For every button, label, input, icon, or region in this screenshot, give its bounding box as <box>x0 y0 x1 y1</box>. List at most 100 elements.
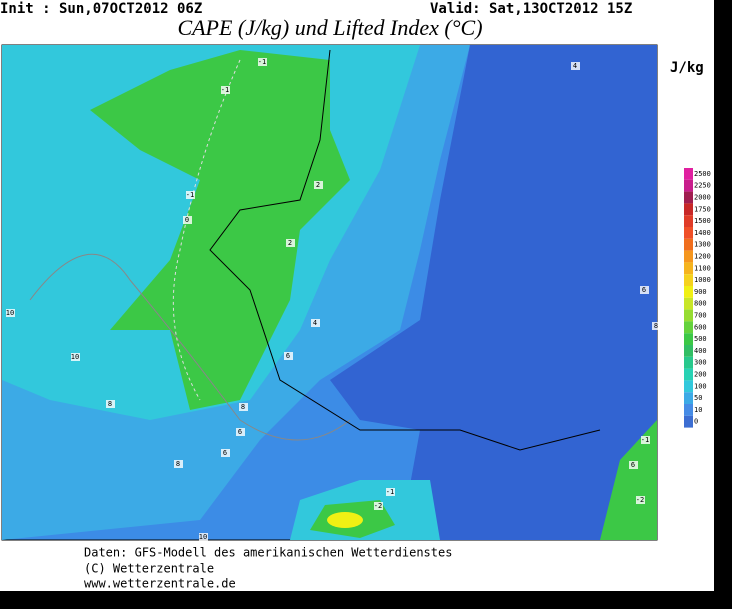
contour-label: 2 <box>288 239 292 247</box>
colorbar-swatch <box>684 262 693 275</box>
colorbar-label: 2250 <box>694 182 711 190</box>
contour-dashed <box>172 59 241 401</box>
colorbar-label: 1400 <box>694 229 711 237</box>
yellow-blob <box>327 512 363 528</box>
colorbar-swatch <box>684 309 693 322</box>
bottom-border <box>0 591 714 609</box>
contour-label: 6 <box>286 352 290 360</box>
colorbar-label: 200 <box>694 371 707 379</box>
colorbar-swatch <box>684 215 693 227</box>
contour-label-box <box>636 496 645 504</box>
contour-label: -2 <box>636 496 644 504</box>
colorbar-label: 1000 <box>694 276 711 284</box>
colorbar-swatch <box>684 356 693 369</box>
contour-label-box <box>183 216 192 224</box>
contour-label: 4 <box>573 62 577 70</box>
colorbar-swatch <box>684 168 693 180</box>
colorbar-label: 0 <box>694 418 698 426</box>
contour-label: 8 <box>108 400 112 408</box>
contour-label-box <box>640 286 649 294</box>
footer-source: Daten: GFS-Modell des amerikanischen Wet… <box>84 546 452 560</box>
contour-label-box <box>174 460 183 468</box>
colorbar-swatch <box>684 203 693 216</box>
colorbar-swatch <box>684 333 693 345</box>
contour-label: 6 <box>238 428 242 436</box>
contour-label-box <box>199 533 208 541</box>
colorbar-label: 1750 <box>694 205 711 213</box>
colorbar-swatch <box>684 404 693 416</box>
coastline <box>209 49 601 451</box>
colorbar-swatch <box>684 250 693 263</box>
colorbar-swatch <box>684 238 693 251</box>
colorbar-swatch <box>684 380 693 393</box>
contour-label: -1 <box>641 436 649 444</box>
colorbar-label: 50 <box>694 394 702 402</box>
colorbar-swatch <box>684 321 693 334</box>
colorbar-swatch <box>684 274 693 286</box>
colorbar-label: 300 <box>694 359 707 367</box>
dark-blue-region <box>330 45 657 540</box>
contour-label: 10 <box>199 533 207 541</box>
colorbar-label: 2500 <box>694 170 711 178</box>
colorbar-swatch <box>684 191 693 204</box>
colorbar-swatch <box>684 345 693 357</box>
contour <box>29 253 351 441</box>
contour-label-box <box>236 428 245 436</box>
map <box>1 44 658 541</box>
contour-label: 4 <box>313 319 317 327</box>
contour-label-box <box>652 322 661 330</box>
contour-label-box <box>284 352 293 360</box>
contour-label: -1 <box>221 86 229 94</box>
colorbar-label: 100 <box>694 382 707 390</box>
contour-label: 8 <box>176 460 180 468</box>
colorbar-swatch <box>684 415 693 428</box>
contour-label-box <box>106 400 115 408</box>
colorbar-label: 1500 <box>694 217 711 225</box>
green-east <box>600 420 657 540</box>
contour-label-box <box>186 191 195 199</box>
colorbar-label: 700 <box>694 312 707 320</box>
contour-label-box <box>311 319 320 327</box>
contour-label: 10 <box>71 353 79 361</box>
contour-label: -2 <box>374 502 382 510</box>
colorbar-label: 500 <box>694 335 707 343</box>
colorbar-label: 900 <box>694 288 707 296</box>
contour-label-box <box>314 181 323 189</box>
contour-label: 6 <box>631 461 635 469</box>
contour-label-box <box>71 353 80 361</box>
contour-label-box <box>221 449 230 457</box>
contour-label-box <box>629 461 638 469</box>
colorbar-unit: J/kg <box>670 60 704 76</box>
contour-label-box <box>286 239 295 247</box>
colorbar-label: 1100 <box>694 264 711 272</box>
colorbar-label: 800 <box>694 300 707 308</box>
map-title: CAPE (J/kg) und Lifted Index (°C) <box>177 15 482 40</box>
colorbar-label: 1200 <box>694 253 711 261</box>
colorbar-label: 10 <box>694 406 702 414</box>
init-text: Init : Sun,07OCT2012 06Z <box>0 1 202 17</box>
valid-text: Valid: Sat,13OCT2012 15Z <box>430 1 632 17</box>
contour-label: 8 <box>241 403 245 411</box>
contour-label: -1 <box>186 191 194 199</box>
footer-url: www.wetterzentrale.de <box>84 577 236 591</box>
contour-label: 2 <box>316 181 320 189</box>
colorbar-swatch <box>684 392 693 404</box>
colorbar-swatch <box>684 286 693 298</box>
contour-label: 6 <box>642 286 646 294</box>
contour-label-box <box>641 436 650 444</box>
contour-label: -1 <box>386 488 394 496</box>
right-border <box>714 0 732 609</box>
colorbar-label: 400 <box>694 347 707 355</box>
contour-label-box <box>258 58 267 66</box>
footer-copyright: (C) Wetterzentrale <box>84 562 214 576</box>
contour-label-box <box>571 62 580 70</box>
colorbar-swatch <box>684 227 693 239</box>
colorbar-swatch <box>684 297 693 310</box>
colorbar-label: 1300 <box>694 241 711 249</box>
contour-label: 6 <box>223 449 227 457</box>
colorbar-label: 600 <box>694 323 707 331</box>
colorbar-swatch <box>684 179 693 192</box>
contour-label-box <box>6 309 15 317</box>
contour-label: -1 <box>258 58 266 66</box>
